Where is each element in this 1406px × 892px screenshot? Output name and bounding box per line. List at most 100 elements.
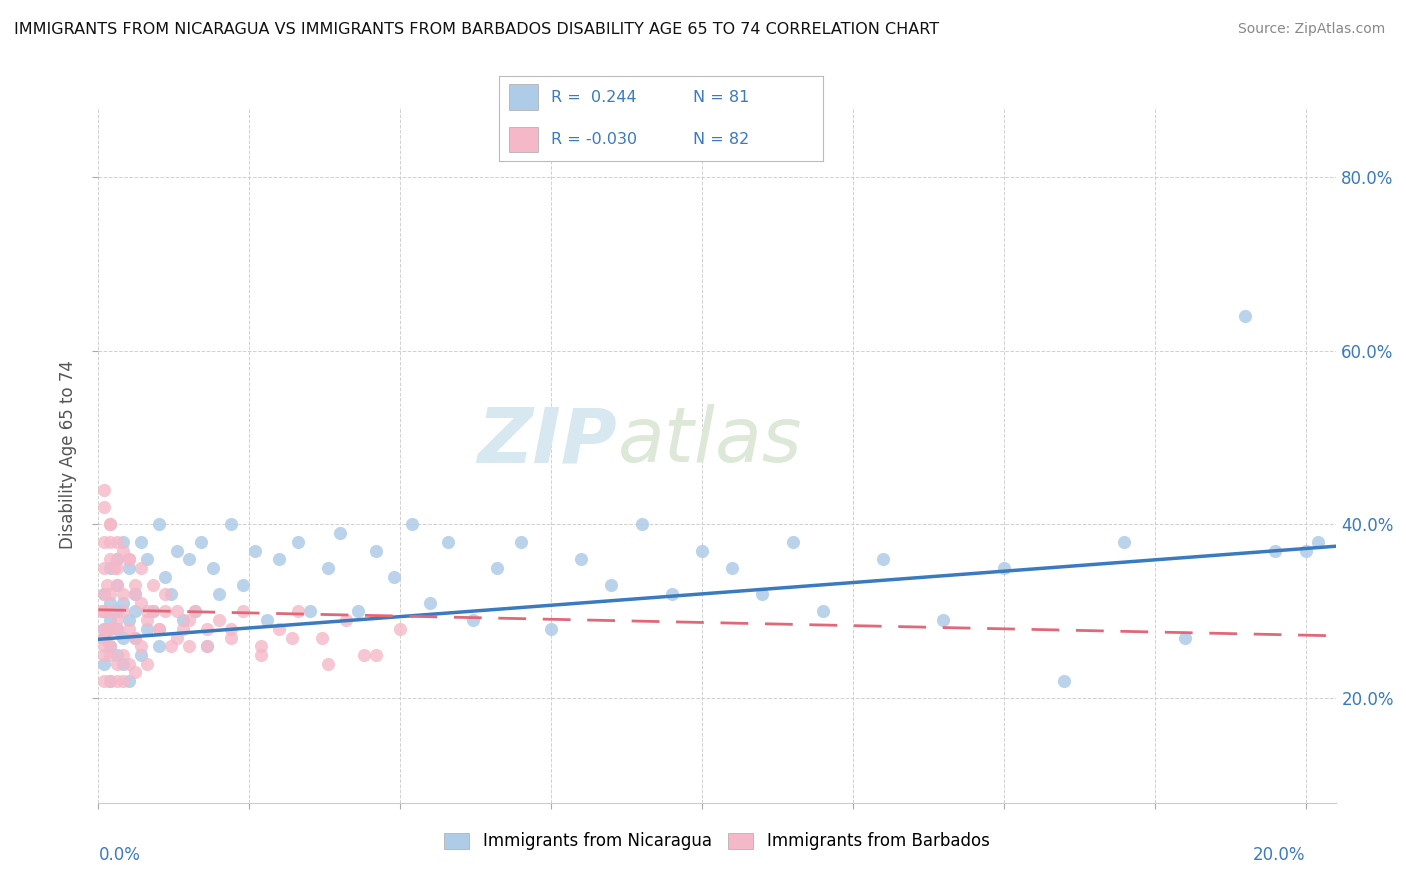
Point bbox=[93, 622, 115, 636]
Point bbox=[184, 605, 207, 619]
Point bbox=[142, 605, 165, 619]
Point bbox=[111, 674, 134, 689]
Point bbox=[93, 605, 115, 619]
Point bbox=[111, 631, 134, 645]
Point bbox=[1264, 543, 1286, 558]
Point bbox=[124, 665, 146, 680]
Point bbox=[91, 631, 114, 645]
Point bbox=[117, 561, 139, 575]
Point bbox=[111, 605, 134, 619]
Point bbox=[153, 570, 176, 584]
Point bbox=[721, 561, 744, 575]
Point bbox=[111, 648, 134, 662]
Point bbox=[177, 613, 200, 627]
Point bbox=[93, 605, 115, 619]
Point bbox=[160, 639, 183, 653]
Point bbox=[153, 587, 176, 601]
Point bbox=[250, 648, 273, 662]
Point bbox=[389, 622, 412, 636]
Point bbox=[250, 639, 273, 653]
Y-axis label: Disability Age 65 to 74: Disability Age 65 to 74 bbox=[59, 360, 77, 549]
Point bbox=[1053, 674, 1076, 689]
Point bbox=[100, 639, 122, 653]
Point bbox=[232, 605, 254, 619]
Point bbox=[166, 605, 188, 619]
Point bbox=[219, 517, 242, 532]
Point bbox=[105, 578, 128, 592]
Point bbox=[117, 552, 139, 566]
Point bbox=[437, 534, 460, 549]
Point bbox=[751, 587, 773, 601]
Point bbox=[100, 587, 122, 601]
Text: N = 81: N = 81 bbox=[693, 89, 749, 104]
Text: R = -0.030: R = -0.030 bbox=[551, 132, 637, 147]
Bar bbox=[509, 85, 538, 110]
Point bbox=[93, 639, 115, 653]
Point bbox=[353, 648, 375, 662]
Point bbox=[208, 613, 231, 627]
Point bbox=[461, 613, 484, 627]
Point bbox=[105, 605, 128, 619]
Point bbox=[124, 587, 146, 601]
Point bbox=[105, 552, 128, 566]
Point bbox=[135, 622, 157, 636]
Point bbox=[166, 631, 188, 645]
Point bbox=[280, 631, 302, 645]
Point bbox=[100, 534, 122, 549]
Point bbox=[382, 570, 405, 584]
Point bbox=[124, 605, 146, 619]
Point bbox=[129, 596, 152, 610]
Point bbox=[600, 578, 623, 592]
Text: 20.0%: 20.0% bbox=[1253, 847, 1306, 864]
Point bbox=[93, 534, 115, 549]
Point bbox=[117, 674, 139, 689]
Point bbox=[219, 631, 242, 645]
Point bbox=[100, 613, 122, 627]
Point bbox=[190, 534, 212, 549]
Point bbox=[256, 613, 278, 627]
Point bbox=[872, 552, 894, 566]
Point bbox=[811, 605, 834, 619]
Point bbox=[329, 526, 352, 541]
Point bbox=[100, 674, 122, 689]
Point bbox=[782, 534, 804, 549]
Point bbox=[93, 674, 115, 689]
Point bbox=[135, 613, 157, 627]
Point bbox=[90, 605, 112, 619]
Point bbox=[117, 657, 139, 671]
Text: atlas: atlas bbox=[619, 404, 803, 478]
Point bbox=[311, 631, 333, 645]
Point bbox=[105, 561, 128, 575]
Point bbox=[105, 657, 128, 671]
Point bbox=[347, 605, 370, 619]
Point bbox=[105, 674, 128, 689]
Point bbox=[177, 639, 200, 653]
Point bbox=[172, 622, 194, 636]
Point bbox=[1295, 543, 1317, 558]
Point bbox=[148, 639, 170, 653]
Point bbox=[105, 613, 128, 627]
Point bbox=[93, 587, 115, 601]
Point bbox=[335, 613, 357, 627]
Point bbox=[401, 517, 423, 532]
Point bbox=[148, 622, 170, 636]
Point bbox=[93, 657, 115, 671]
Point bbox=[111, 534, 134, 549]
Point bbox=[100, 561, 122, 575]
Point bbox=[1234, 309, 1257, 323]
Point bbox=[105, 622, 128, 636]
Text: IMMIGRANTS FROM NICARAGUA VS IMMIGRANTS FROM BARBADOS DISABILITY AGE 65 TO 74 CO: IMMIGRANTS FROM NICARAGUA VS IMMIGRANTS … bbox=[14, 22, 939, 37]
Point bbox=[245, 543, 267, 558]
Point bbox=[105, 578, 128, 592]
Point bbox=[100, 639, 122, 653]
Point bbox=[661, 587, 683, 601]
Text: R =  0.244: R = 0.244 bbox=[551, 89, 637, 104]
Point bbox=[232, 578, 254, 592]
Point bbox=[148, 517, 170, 532]
Point bbox=[100, 648, 122, 662]
Point bbox=[100, 596, 122, 610]
Point bbox=[195, 622, 218, 636]
Point bbox=[117, 613, 139, 627]
Bar bbox=[509, 127, 538, 152]
Point bbox=[129, 648, 152, 662]
